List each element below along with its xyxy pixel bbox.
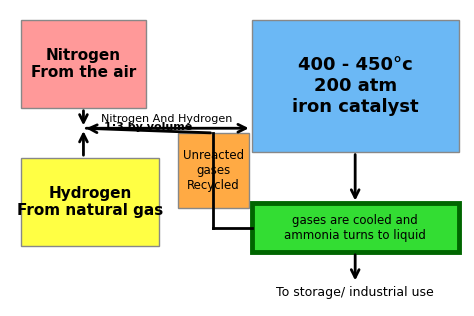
FancyBboxPatch shape xyxy=(178,133,249,208)
Text: Hydrogen
From natural gas: Hydrogen From natural gas xyxy=(17,186,164,218)
Text: Nitrogen
From the air: Nitrogen From the air xyxy=(31,48,136,80)
Text: To storage/ industrial use: To storage/ industrial use xyxy=(276,286,434,299)
FancyBboxPatch shape xyxy=(21,158,159,246)
Text: 1:3 by volume: 1:3 by volume xyxy=(104,122,192,132)
FancyBboxPatch shape xyxy=(252,204,459,252)
Text: 400 - 450°c
200 atm
iron catalyst: 400 - 450°c 200 atm iron catalyst xyxy=(292,56,419,116)
Text: gases are cooled and
ammonia turns to liquid: gases are cooled and ammonia turns to li… xyxy=(284,214,426,241)
Text: Unreacted
gases
Recycled: Unreacted gases Recycled xyxy=(183,149,244,192)
FancyBboxPatch shape xyxy=(252,20,459,152)
FancyBboxPatch shape xyxy=(21,20,146,108)
Text: Nitrogen And Hydrogen: Nitrogen And Hydrogen xyxy=(100,114,232,124)
